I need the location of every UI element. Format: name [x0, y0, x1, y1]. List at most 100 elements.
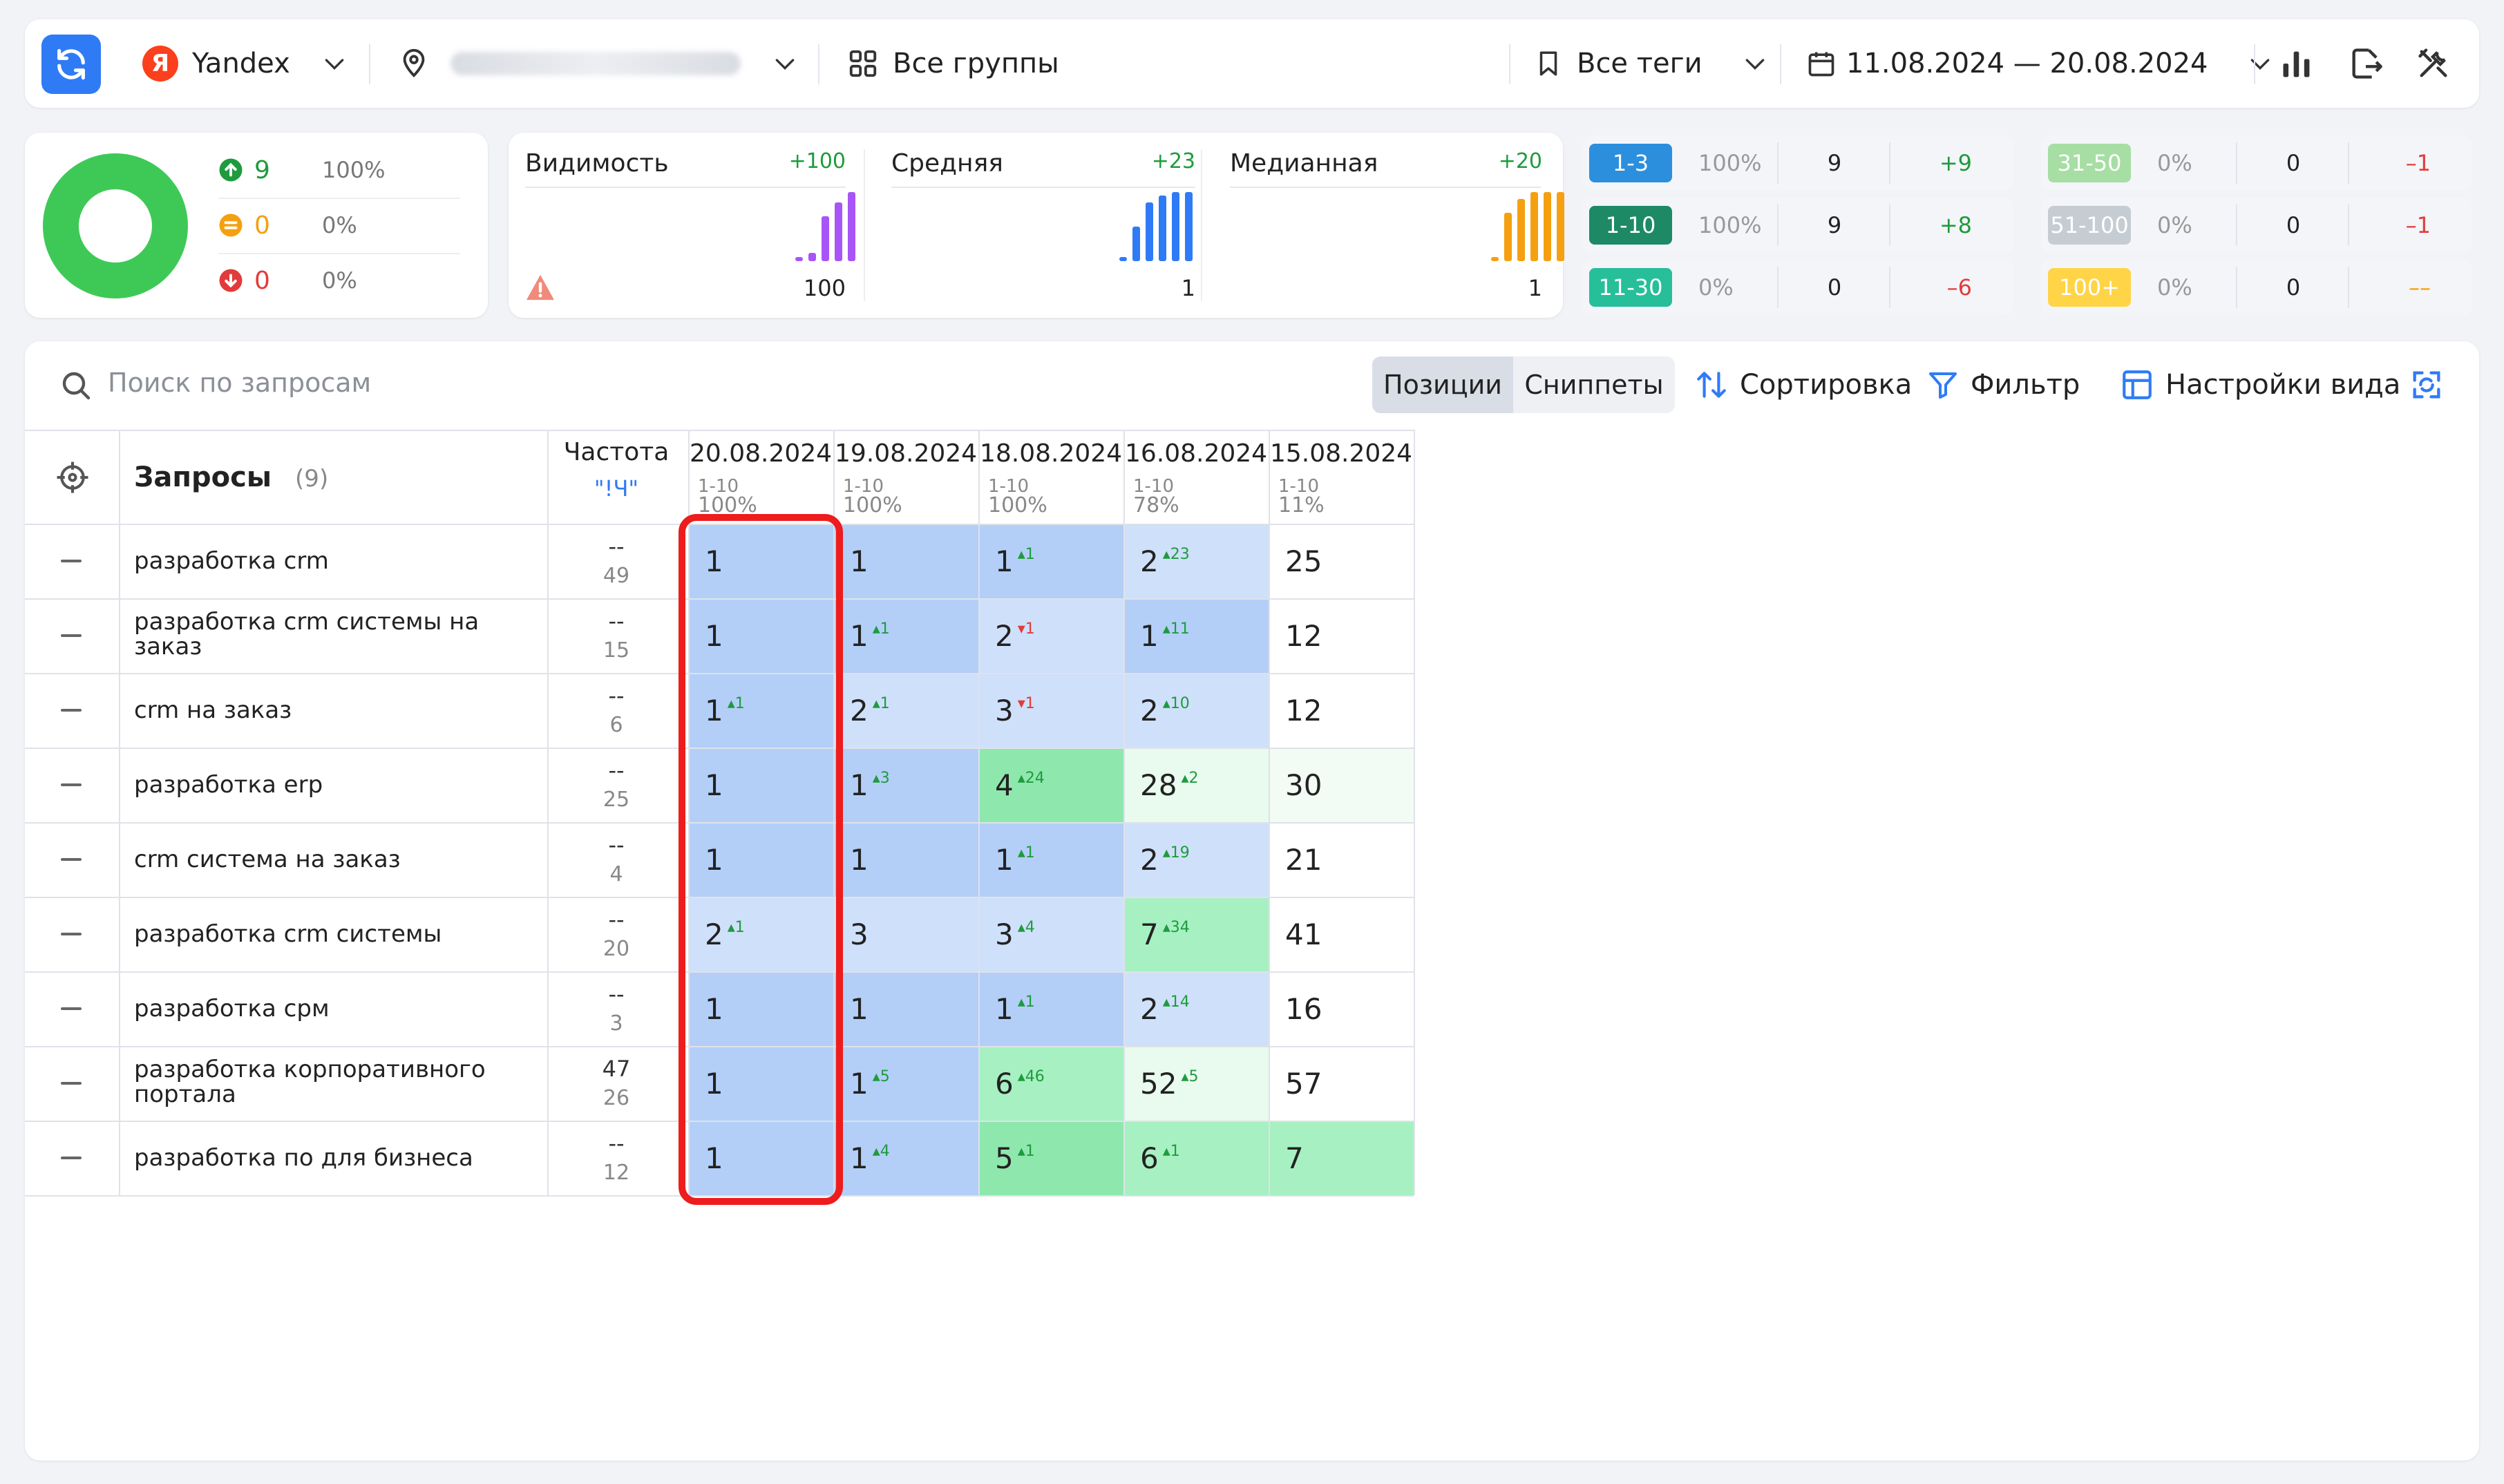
date-column-header[interactable]: 19.08.2024	[834, 439, 978, 468]
charts-button[interactable]	[2279, 19, 2315, 108]
queries-header[interactable]: Запросы (9)	[134, 462, 328, 493]
date-column-header[interactable]: 18.08.2024	[979, 439, 1123, 468]
position-cell[interactable]	[978, 1121, 1123, 1195]
query-text[interactable]: разработка crm системы на заказ	[134, 608, 480, 660]
groups-select[interactable]: Все группы	[847, 19, 1059, 108]
position-cell[interactable]	[833, 1121, 978, 1195]
tab-snippets[interactable]: Сниппеты	[1524, 370, 1664, 400]
query-text[interactable]: crm на заказ	[134, 696, 292, 724]
remove-query-button[interactable]	[61, 1007, 82, 1010]
date-range-select[interactable]: 11.08.2024 — 20.08.2024	[1806, 19, 2274, 108]
range-card-31-50[interactable]: 31-50 0% 0 –1	[2041, 135, 2472, 191]
tags-select[interactable]: Все теги	[1534, 19, 1769, 108]
position-cell[interactable]	[833, 971, 978, 1046]
query-text[interactable]: разработка crm системы	[134, 920, 442, 948]
position-cell[interactable]	[833, 673, 978, 748]
position-cell[interactable]	[833, 598, 978, 673]
range-percent: 0%	[2157, 274, 2192, 301]
remove-query-button[interactable]	[61, 1082, 82, 1085]
position-cell[interactable]	[978, 822, 1123, 897]
position-cell[interactable]	[1269, 971, 1414, 1046]
position-cell[interactable]	[1123, 673, 1269, 748]
position-cell[interactable]	[1269, 598, 1414, 673]
query-text[interactable]: разработка по для бизнеса	[134, 1144, 473, 1172]
position-cell[interactable]	[1269, 1046, 1414, 1121]
fullscreen-button[interactable]	[2409, 356, 2456, 413]
position-cell[interactable]	[1123, 598, 1269, 673]
position-cell[interactable]	[833, 1046, 978, 1121]
remove-query-button[interactable]	[61, 858, 82, 861]
date-column-header[interactable]: 16.08.2024	[1124, 439, 1268, 468]
filter-button[interactable]: Фильтр	[1926, 356, 2080, 413]
position-cell[interactable]	[978, 897, 1123, 971]
search-input[interactable]	[106, 359, 731, 406]
position-cell[interactable]	[688, 673, 833, 748]
position-cell[interactable]	[688, 748, 833, 822]
position-value: 7	[1140, 917, 1159, 951]
date-column-header[interactable]: 20.08.2024	[689, 439, 833, 468]
frequency-header[interactable]: Частота	[563, 438, 670, 466]
position-cell[interactable]	[1123, 1046, 1269, 1121]
position-cell[interactable]	[1269, 748, 1414, 822]
position-cell[interactable]	[688, 1046, 833, 1121]
remove-query-button[interactable]	[61, 560, 82, 562]
range-card-1-3[interactable]: 1-3 100% 9 +9	[1582, 135, 2013, 191]
position-cell[interactable]	[1269, 524, 1414, 598]
sort-button[interactable]: Сортировка	[1694, 356, 1912, 413]
position-cell[interactable]	[833, 822, 978, 897]
position-cell[interactable]	[978, 524, 1123, 598]
range-card-1-10[interactable]: 1-10 100% 9 +8	[1582, 198, 2013, 253]
target-icon[interactable]	[54, 459, 91, 496]
remove-query-button[interactable]	[61, 634, 82, 637]
export-button[interactable]	[2348, 19, 2384, 108]
view-settings-button[interactable]: Настройки вида	[2120, 356, 2400, 413]
position-cell[interactable]	[688, 524, 833, 598]
range-card-100+[interactable]: 100+ 0% 0 ––	[2041, 260, 2472, 315]
position-cell[interactable]	[1123, 1121, 1269, 1195]
region-select[interactable]	[398, 19, 799, 108]
position-cell[interactable]	[978, 673, 1123, 748]
position-cell[interactable]	[833, 897, 978, 971]
position-cell[interactable]	[688, 598, 833, 673]
query-text[interactable]: разработка корпоративного портала	[134, 1056, 486, 1108]
position-cell[interactable]	[978, 971, 1123, 1046]
position-cell[interactable]	[1123, 822, 1269, 897]
position-cell[interactable]	[1269, 822, 1414, 897]
query-text[interactable]: разработка crm	[134, 547, 329, 575]
sparkline-bar	[1172, 192, 1179, 261]
position-cell[interactable]	[1269, 673, 1414, 748]
position-cell[interactable]	[688, 897, 833, 971]
query-text[interactable]: crm система на заказ	[134, 846, 401, 873]
date-column-header[interactable]: 15.08.2024	[1269, 439, 1413, 468]
position-cell[interactable]	[833, 748, 978, 822]
range-card-51-100[interactable]: 51-100 0% 0 –1	[2041, 198, 2472, 253]
column-divider	[1269, 430, 1270, 1195]
position-cell[interactable]	[688, 971, 833, 1046]
query-text[interactable]: разработка erp	[134, 771, 323, 799]
range-card-11-30[interactable]: 11-30 0% 0 –6	[1582, 260, 2013, 315]
tools-button[interactable]	[2416, 19, 2451, 108]
position-cell[interactable]	[688, 822, 833, 897]
search-engine-select[interactable]: Я Yandex	[142, 19, 348, 108]
remove-query-button[interactable]	[61, 709, 82, 712]
frequency-type-link[interactable]: "!Ч"	[594, 475, 639, 502]
position-cell[interactable]	[1123, 748, 1269, 822]
position-cell[interactable]	[1123, 897, 1269, 971]
remove-query-button[interactable]	[61, 933, 82, 935]
position-cell[interactable]	[1269, 897, 1414, 971]
position-cell[interactable]	[1269, 1121, 1414, 1195]
remove-query-button[interactable]	[61, 783, 82, 786]
position-cell[interactable]	[978, 748, 1123, 822]
query-text[interactable]: разработка срм	[134, 995, 330, 1022]
position-cell[interactable]	[978, 598, 1123, 673]
tab-positions[interactable]: Позиции	[1372, 356, 1513, 413]
position-cell[interactable]	[1123, 971, 1269, 1046]
range-percent: 0%	[2157, 212, 2192, 238]
remove-query-button[interactable]	[61, 1157, 82, 1159]
refresh-button[interactable]	[41, 35, 101, 94]
sparkline-bar	[808, 253, 816, 261]
position-cell[interactable]	[978, 1046, 1123, 1121]
position-cell[interactable]	[688, 1121, 833, 1195]
position-cell[interactable]	[1123, 524, 1269, 598]
position-cell[interactable]	[833, 524, 978, 598]
